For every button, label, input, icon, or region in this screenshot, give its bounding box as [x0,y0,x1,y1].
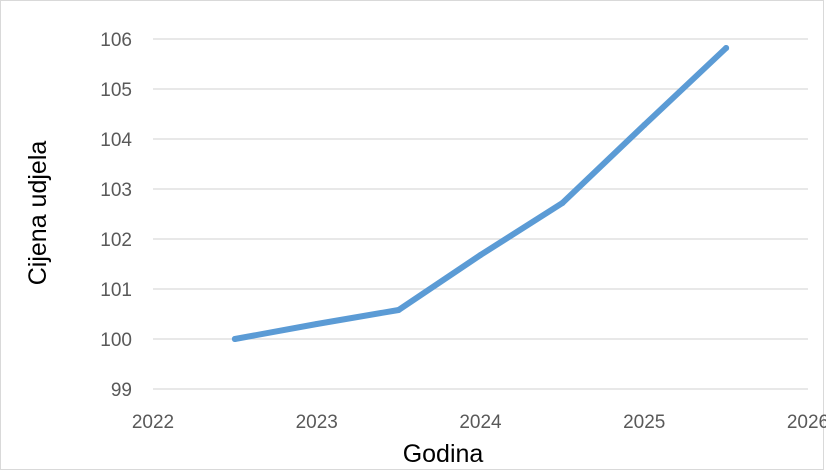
series-group [231,45,730,342]
series-line-0 [231,45,730,342]
y-axis-ticks: 99 100 101 102 103 104 105 106 [100,30,132,401]
y-tick-label: 103 [100,180,132,201]
y-tick-label: 106 [100,30,132,51]
x-axis-title: Godina [403,440,484,464]
data-point [231,336,238,342]
gridlines [153,38,808,390]
x-tick-label: 2024 [459,412,502,433]
data-point [477,252,484,258]
y-tick-label: 102 [100,230,132,251]
data-point [395,307,402,313]
y-tick-label: 99 [111,380,132,401]
data-point [559,200,566,206]
data-point [313,321,320,327]
y-tick-label: 104 [100,130,132,151]
x-tick-label: 2022 [132,412,174,433]
x-tick-label: 2026 [787,412,826,433]
y-tick-label: 100 [100,330,132,351]
x-tick-label: 2025 [623,412,665,433]
x-tick-label: 2023 [296,412,338,433]
data-point [641,122,648,128]
data-point [723,45,730,51]
y-axis-title: Cijena udjela [24,141,52,286]
y-tick-label: 101 [100,280,132,301]
x-axis-ticks: 2022 2023 2024 2025 2026 [132,412,826,433]
y-tick-label: 105 [100,80,132,101]
